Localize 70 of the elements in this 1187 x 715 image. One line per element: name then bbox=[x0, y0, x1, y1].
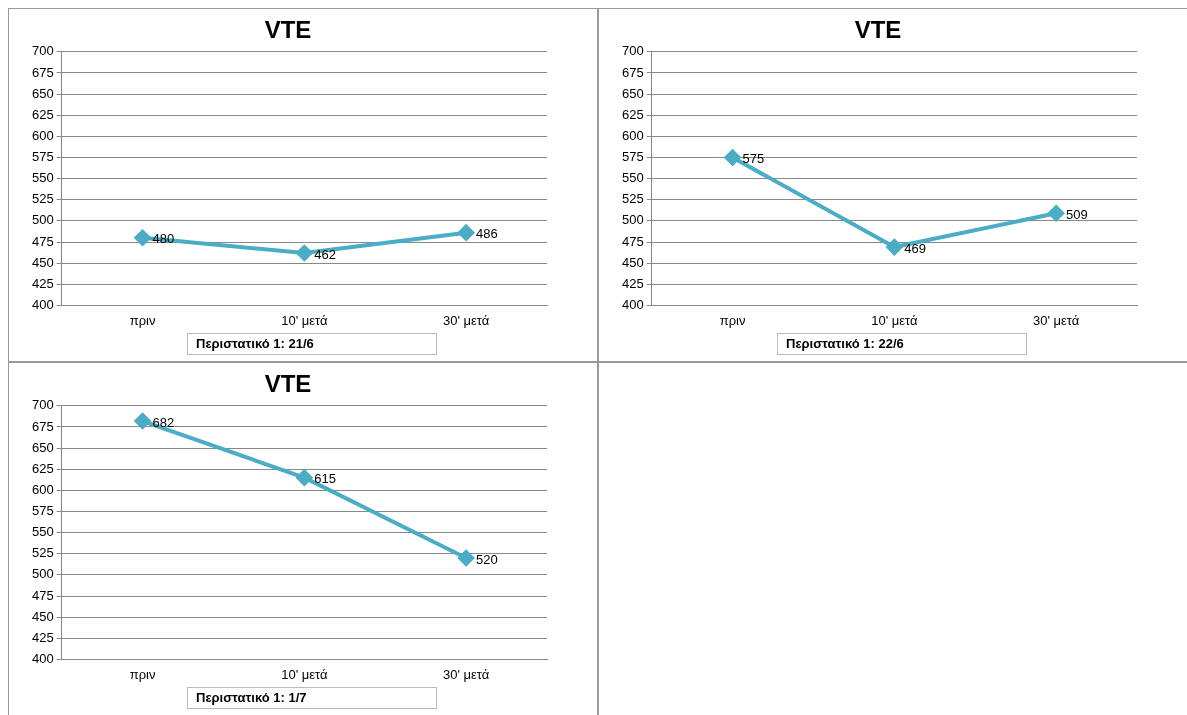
y-tick-label: 700 bbox=[31, 43, 54, 59]
y-tick-label: 450 bbox=[31, 254, 54, 270]
point bbox=[458, 224, 475, 241]
y-tick-label: 550 bbox=[31, 170, 54, 186]
x-tick-label: πριν bbox=[719, 312, 746, 328]
x-tick-label: 10' μετά bbox=[871, 312, 918, 328]
x-tick-label: 30' μετά bbox=[442, 312, 490, 328]
y-tick-label: 700 bbox=[31, 397, 54, 413]
chart-title: VTE bbox=[264, 370, 312, 398]
y-tick-label: 575 bbox=[31, 149, 54, 165]
point bbox=[458, 549, 475, 566]
y-tick-label: 600 bbox=[621, 127, 644, 143]
x-tick-label: 30' μετά bbox=[442, 666, 490, 682]
x-tick-label: 30' μετά bbox=[1032, 312, 1080, 328]
x-tick-label: πριν bbox=[129, 666, 156, 682]
chart-title: VTE bbox=[854, 16, 902, 44]
y-tick-label: 675 bbox=[621, 64, 644, 80]
y-tick-label: 450 bbox=[621, 254, 644, 270]
x-axis-title: Περιστατικό 1: 1/7 bbox=[187, 687, 437, 709]
y-tick-label: 400 bbox=[31, 296, 54, 312]
y-tick-label: 525 bbox=[31, 545, 54, 561]
y-tick-label: 400 bbox=[621, 296, 644, 312]
y-tick-label: 550 bbox=[31, 524, 54, 540]
y-tick-label: 550 bbox=[621, 170, 644, 186]
y-tick-label: 525 bbox=[621, 191, 644, 207]
y-tick-label: 600 bbox=[31, 127, 54, 143]
y-tick-label: 475 bbox=[621, 233, 644, 249]
y-tick-label: 650 bbox=[621, 85, 644, 101]
y-tick-label: 450 bbox=[31, 608, 54, 624]
point bbox=[134, 229, 151, 246]
y-tick-label: 525 bbox=[31, 191, 54, 207]
x-axis-title: Περιστατικό 1: 22/6 bbox=[777, 333, 1027, 355]
point bbox=[886, 239, 903, 256]
point bbox=[134, 413, 151, 430]
y-tick-label: 575 bbox=[621, 149, 644, 165]
y-tick-label: 625 bbox=[31, 460, 54, 476]
data-label: 486 bbox=[476, 226, 498, 242]
y-tick-label: 600 bbox=[31, 481, 54, 497]
y-tick-label: 500 bbox=[621, 212, 644, 228]
point bbox=[296, 244, 313, 261]
data-label: 615 bbox=[314, 471, 337, 487]
y-tick-label: 700 bbox=[621, 43, 644, 59]
point bbox=[1048, 205, 1065, 222]
y-tick-label: 575 bbox=[31, 503, 54, 519]
data-label: 469 bbox=[904, 240, 927, 256]
y-tick-label: 475 bbox=[31, 587, 54, 603]
y-tick-label: 500 bbox=[31, 566, 54, 582]
point bbox=[724, 149, 741, 166]
x-axis-title: Περιστατικό 1: 21/6 bbox=[187, 333, 437, 355]
y-tick-label: 425 bbox=[31, 275, 54, 291]
point bbox=[296, 469, 313, 486]
y-tick-label: 650 bbox=[31, 85, 54, 101]
y-tick-label: 625 bbox=[31, 106, 54, 122]
data-label: 682 bbox=[152, 414, 175, 430]
y-tick-label: 500 bbox=[31, 212, 54, 228]
x-tick-label: 10' μετά bbox=[281, 312, 328, 328]
x-tick-label: πριν bbox=[129, 312, 156, 328]
y-tick-label: 475 bbox=[31, 233, 54, 249]
y-tick-label: 425 bbox=[621, 275, 644, 291]
data-label: 509 bbox=[1066, 206, 1088, 222]
y-tick-label: 675 bbox=[31, 64, 54, 80]
y-tick-label: 675 bbox=[31, 418, 54, 434]
y-tick-label: 650 bbox=[31, 439, 54, 455]
y-tick-label: 400 bbox=[31, 650, 54, 666]
y-tick-label: 625 bbox=[621, 106, 644, 122]
data-label: 520 bbox=[476, 551, 498, 567]
chart-title: VTE bbox=[264, 16, 312, 44]
data-label: 575 bbox=[742, 151, 765, 167]
y-tick-label: 425 bbox=[31, 629, 54, 645]
x-tick-label: 10' μετά bbox=[281, 666, 328, 682]
